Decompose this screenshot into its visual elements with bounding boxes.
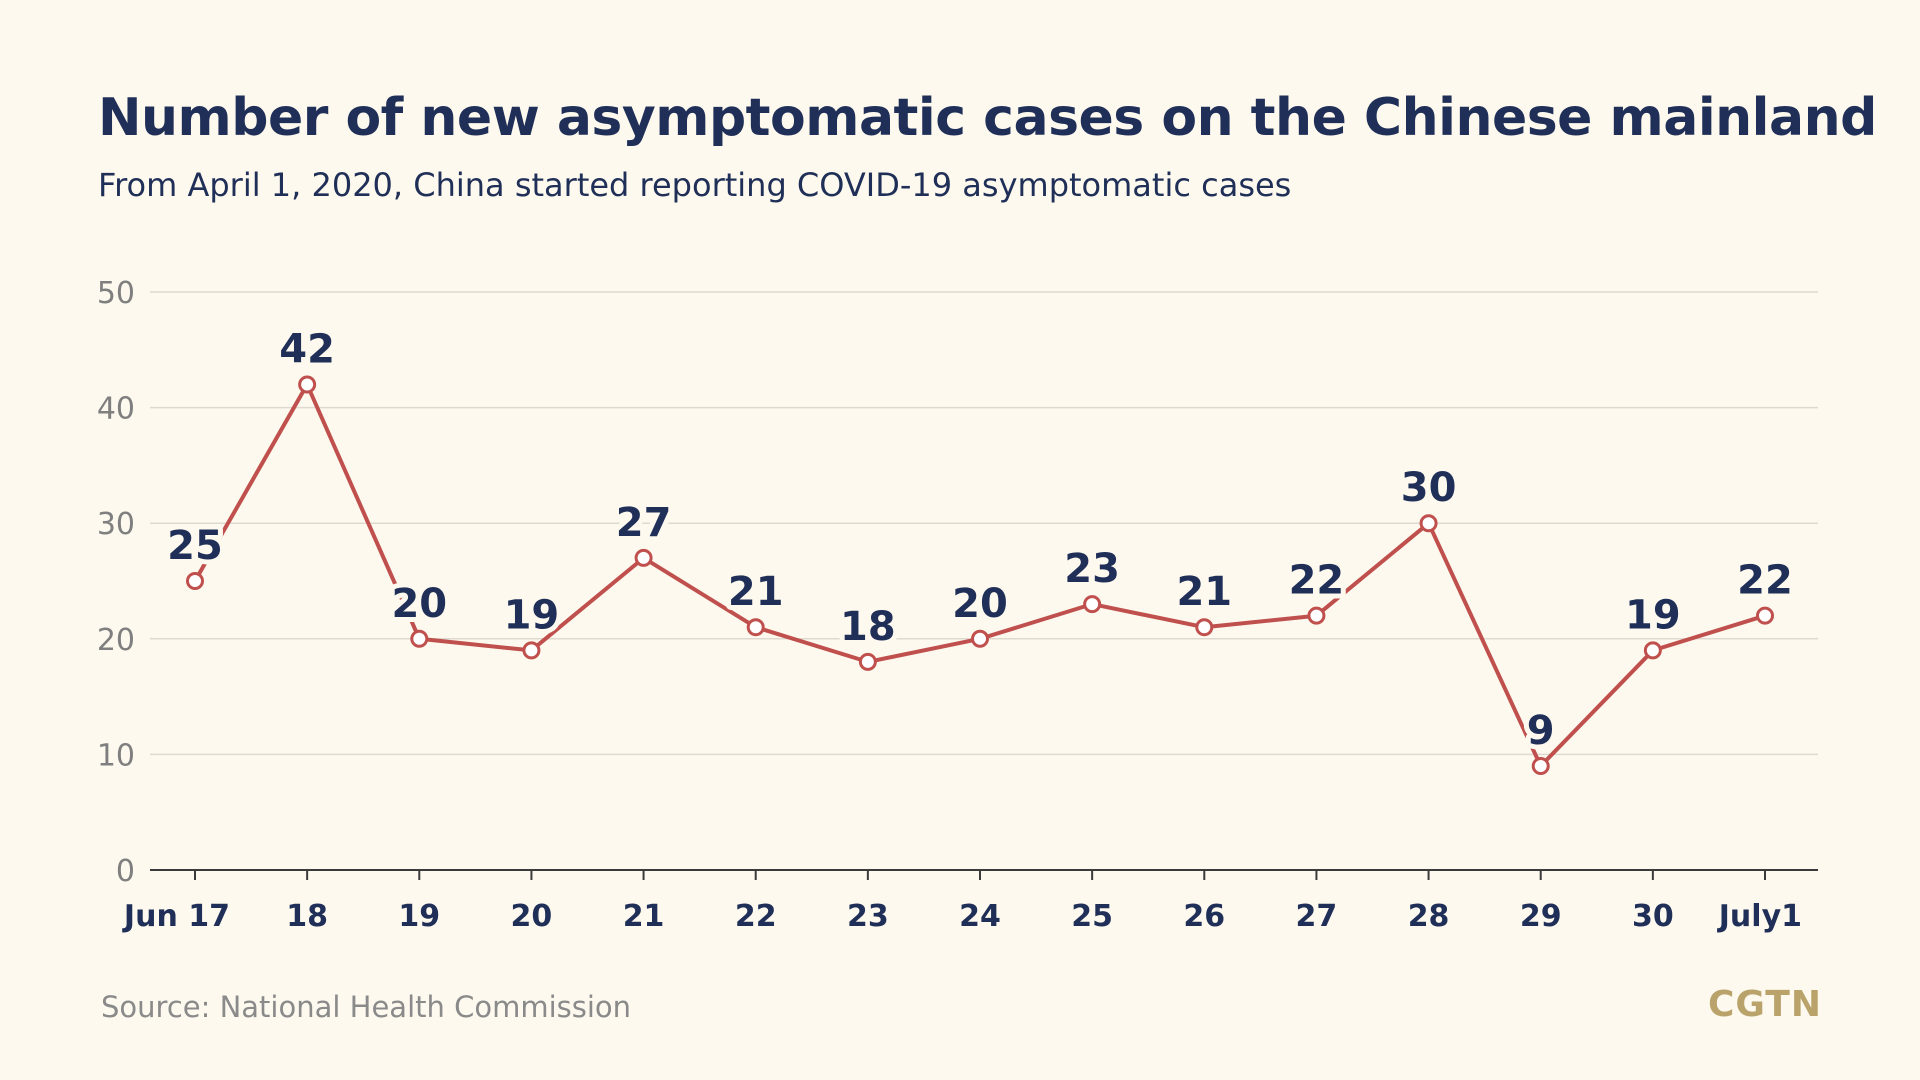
y-tick-label: 40 — [97, 392, 135, 427]
data-label: 19 — [1625, 592, 1681, 638]
x-tick-label: 23 — [847, 899, 889, 934]
data-label: 21 — [1176, 569, 1232, 615]
data-label: 19 — [504, 592, 560, 638]
data-point — [634, 548, 653, 567]
x-tick-label: 27 — [1296, 899, 1338, 934]
data-point — [410, 629, 429, 648]
x-tick-label: 19 — [398, 899, 440, 934]
data-label: 27 — [616, 500, 672, 546]
data-label: 23 — [1064, 546, 1120, 592]
y-tick-label: 30 — [97, 507, 135, 542]
data-point — [971, 629, 989, 648]
data-label: 30 — [1401, 465, 1457, 511]
data-point — [186, 572, 204, 590]
data-point — [1307, 606, 1326, 625]
y-tick-label: 0 — [116, 854, 135, 889]
x-tick-label: 21 — [623, 899, 665, 934]
data-point — [1419, 514, 1438, 533]
data-label: 22 — [1289, 558, 1345, 604]
brand-logo: CGTN — [1707, 984, 1822, 1025]
data-point — [522, 641, 541, 660]
x-tick-label: 26 — [1183, 899, 1225, 934]
data-label: 22 — [1737, 558, 1793, 604]
chart-title: Number of new asymptomatic cases on the … — [98, 88, 1877, 148]
x-tick-label: 18 — [286, 899, 328, 934]
data-label: 20 — [391, 581, 447, 627]
data-label: 42 — [279, 326, 335, 372]
data-point — [1083, 595, 1102, 614]
x-tick-label: 20 — [511, 899, 553, 934]
x-tick-label: 28 — [1408, 899, 1450, 934]
y-tick-label: 50 — [97, 276, 135, 311]
data-point — [1643, 641, 1662, 660]
x-tick-label: July1 — [1717, 899, 1802, 934]
data-point — [1195, 618, 1214, 637]
grid-lines — [150, 291, 1818, 756]
data-point — [1756, 606, 1774, 625]
x-tick-label: Jun 17 — [122, 899, 230, 934]
data-point — [858, 652, 877, 671]
data-point — [746, 618, 765, 637]
series-line — [186, 375, 1774, 775]
data-label: 20 — [952, 581, 1008, 627]
axes: 0 10 20 30 40 50 Jun 17 18 19 20 21 22 23 24 25 26 27 28 2… — [97, 276, 1818, 934]
data-label: 25 — [167, 523, 223, 569]
data-point — [1531, 756, 1550, 775]
source-note: Source: National Health Commission — [101, 990, 632, 1024]
y-tick-label: 20 — [97, 623, 135, 658]
data-label: 18 — [840, 604, 896, 650]
x-tick-label: 29 — [1520, 899, 1562, 934]
data-label: 21 — [728, 569, 784, 615]
x-tick-label: 24 — [959, 899, 1001, 934]
x-tick-label: 22 — [735, 899, 777, 934]
y-tick-label: 10 — [97, 738, 135, 773]
data-label: 9 — [1527, 708, 1555, 754]
data-point — [298, 375, 317, 394]
chart-subtitle: From April 1, 2020, China started report… — [98, 166, 1292, 204]
x-tick-label: 30 — [1632, 899, 1674, 934]
data-labels: 25 42 20 19 27 21 18 20 23 21 22 30 9 19 22 — [162, 321, 1798, 758]
x-tick-label: 25 — [1071, 899, 1113, 934]
